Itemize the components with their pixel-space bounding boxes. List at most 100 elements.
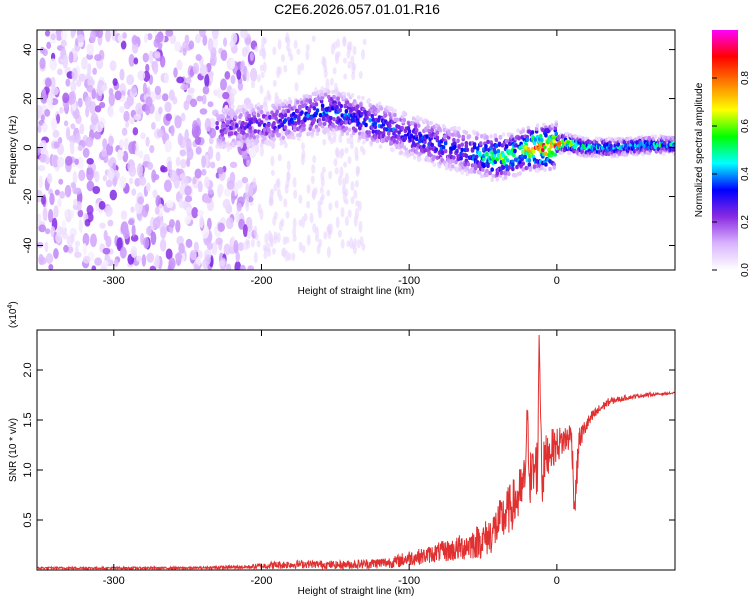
heatmap-cell — [94, 257, 103, 266]
heatmap-cell — [86, 43, 94, 56]
heatmap-cell — [539, 165, 544, 171]
heatmap-cell — [331, 89, 335, 95]
heatmap-cell — [85, 136, 94, 148]
heatmap-cell — [273, 183, 278, 192]
colorbar-tick-label: 0.2 — [740, 215, 750, 229]
heatmap-cell — [346, 137, 351, 144]
heatmap-cell — [278, 98, 283, 104]
heatmap-cell — [128, 141, 136, 155]
heatmap-cell — [119, 177, 127, 184]
heatmap-cell — [272, 79, 277, 87]
heatmap-cell — [131, 35, 139, 45]
heatmap-cell — [144, 104, 151, 116]
heatmap-cell — [321, 55, 326, 67]
snr-x-tick-label: 0 — [554, 575, 560, 587]
heatmap-cell — [383, 112, 388, 118]
heatmap-cell — [92, 67, 97, 75]
heatmap-cell — [293, 114, 298, 119]
heatmap-cell — [220, 131, 225, 136]
heatmap-cell — [285, 43, 290, 52]
snr-multiplier-base: (x10 — [8, 308, 19, 328]
heatmap-cell — [552, 165, 556, 170]
heatmap-cell — [356, 239, 361, 249]
heatmap-cell — [141, 254, 147, 267]
heatmap-cell — [249, 133, 254, 138]
heatmap-cell — [199, 215, 204, 229]
heatmap-cell — [355, 166, 360, 177]
heatmap-cell — [541, 147, 545, 153]
snr-y-tick-label: 2.0 — [22, 362, 34, 377]
heatmap-cell — [283, 64, 288, 73]
heatmap-cell — [154, 254, 160, 269]
heatmap-cell — [120, 40, 127, 50]
heatmap-cell — [428, 146, 432, 151]
heatmap-cell — [527, 129, 532, 134]
heatmap-cell — [56, 113, 61, 124]
heatmap-cell — [369, 140, 374, 145]
heatmap-cell — [307, 131, 311, 136]
heatmap-cell — [267, 122, 271, 128]
heatmap-cell — [246, 229, 251, 240]
heatmap-cell — [365, 115, 369, 120]
heatmap-cell — [70, 30, 76, 39]
heatmap-cell — [526, 125, 531, 131]
heatmap-cell — [105, 30, 111, 43]
heatmap-cell — [499, 170, 504, 176]
heatmap-cell — [301, 245, 306, 254]
heatmap-cell — [453, 144, 457, 149]
heatmap-cell — [494, 144, 499, 149]
heatmap-cell — [207, 145, 214, 160]
heatmap-cell — [154, 33, 162, 44]
heatmap-cell — [236, 202, 242, 212]
heatmap-cell — [328, 170, 333, 180]
heatmap-cell — [591, 143, 596, 149]
heatmap-cell — [224, 104, 229, 110]
heatmap-cell — [323, 92, 328, 97]
snr-background — [37, 330, 675, 570]
heatmap-cell — [261, 36, 266, 47]
heatmap-cell — [64, 155, 73, 166]
heatmap-cell — [292, 127, 297, 133]
heatmap-cell — [241, 149, 248, 160]
heatmap-cell — [241, 120, 245, 126]
heatmap-cell — [271, 133, 275, 138]
heatmap-cell — [250, 80, 255, 89]
heatmap-cell — [178, 198, 184, 209]
heatmap-cell — [189, 98, 198, 108]
heatmap-cell — [353, 128, 358, 133]
heatmap-cell — [300, 142, 305, 151]
heatmap-cell — [46, 41, 52, 50]
heatmap-cell — [292, 217, 297, 229]
heatmap-cell — [553, 126, 558, 131]
heatmap-cell — [184, 195, 193, 203]
heatmap-cell — [350, 180, 355, 192]
snr-frame — [36, 329, 676, 571]
heatmap-cell — [488, 170, 492, 176]
heatmap-cell — [237, 142, 241, 147]
heatmap-cell — [249, 145, 257, 159]
snr-xlabel: Height of straight line (km) — [298, 586, 415, 597]
heatmap-cell — [211, 30, 219, 40]
heatmap-cell — [438, 128, 443, 133]
heatmap-cell — [87, 75, 94, 88]
heatmap-cell — [320, 92, 325, 97]
snr-ylabel: SNR (10 * v/v) — [8, 418, 19, 482]
heatmap-cell — [535, 123, 540, 128]
heatmap-cell — [347, 156, 352, 164]
heatmap-cell — [280, 53, 285, 63]
heatmap-cell — [40, 93, 48, 104]
heatmap-cell — [321, 166, 326, 174]
heatmap-cell — [187, 87, 195, 94]
heatmap-cell — [192, 62, 200, 75]
heatmap-cell — [391, 147, 395, 153]
heatmap-cell — [71, 67, 78, 82]
heatmap-cell — [527, 158, 532, 163]
heatmap-cell — [532, 140, 537, 146]
heatmap-cell — [371, 117, 376, 122]
heatmap-cell — [121, 127, 128, 136]
heatmap-cell — [226, 263, 232, 270]
heatmap-cell — [362, 38, 367, 45]
heatmap-cell — [395, 139, 399, 145]
heatmap-cell — [350, 55, 355, 65]
heatmap-cell — [332, 127, 336, 133]
